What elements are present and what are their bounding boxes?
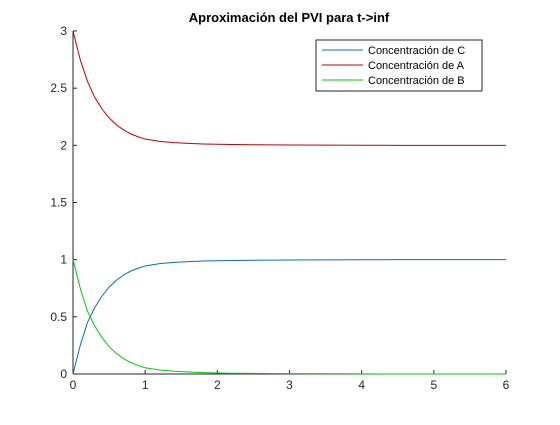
legend-label: Concentración de C <box>368 45 465 57</box>
y-tick-label: 0 <box>60 367 67 381</box>
x-tick-label: 2 <box>214 378 221 392</box>
x-tick-label: 6 <box>503 378 510 392</box>
x-tick-label: 0 <box>70 378 77 392</box>
y-tick-label: 3 <box>60 24 67 38</box>
legend-label: Concentración de A <box>368 60 465 72</box>
legend-label: Concentración de B <box>368 75 465 87</box>
x-tick-label: 5 <box>430 378 437 392</box>
y-tick-label: 1.5 <box>50 196 67 210</box>
y-tick-label: 2 <box>60 138 67 152</box>
y-tick-label: 2.5 <box>50 81 67 95</box>
series-line-3 <box>72 259 506 375</box>
x-tick-label: 4 <box>358 378 365 392</box>
series-line-2 <box>72 30 506 146</box>
x-tick-label: 1 <box>142 378 149 392</box>
x-tick-label: 3 <box>286 378 293 392</box>
y-tick-label: 0.5 <box>50 310 67 324</box>
y-tick-label: 1 <box>60 253 67 267</box>
chart-title: Aproximación del PVI para t->inf <box>189 10 390 25</box>
legend: Concentración de C Concentración de A Conc… <box>315 39 483 92</box>
series-line-1 <box>72 259 506 375</box>
